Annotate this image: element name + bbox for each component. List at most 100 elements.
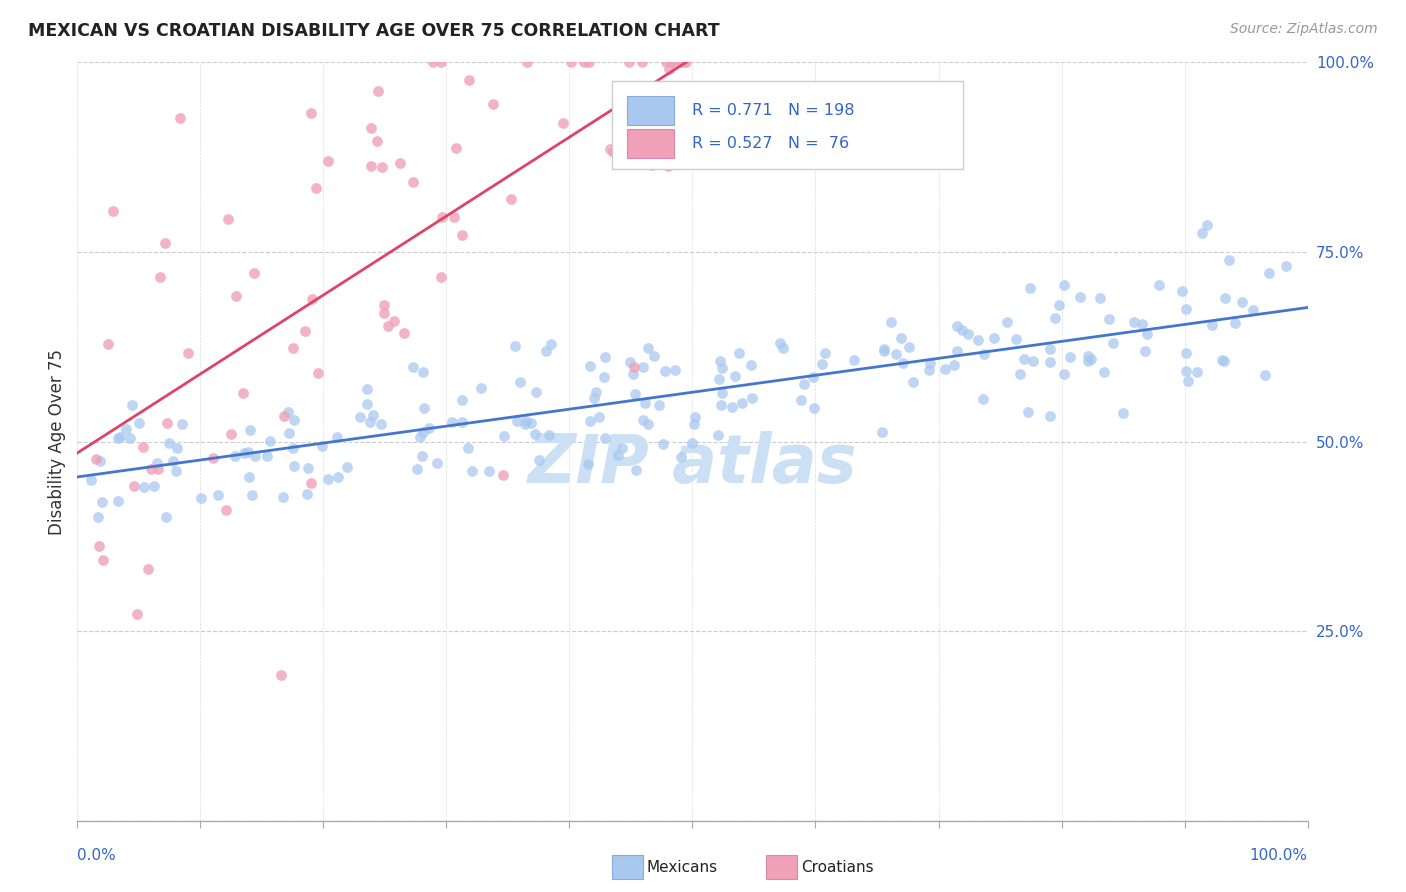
Point: [524, 426, 547, 441]
Point: [311, 439, 333, 453]
Point: [360, 159, 382, 173]
Point: [1123, 315, 1146, 329]
Point: [654, 364, 676, 378]
Point: [574, 55, 596, 70]
Point: [617, 55, 640, 70]
Point: [1019, 281, 1042, 295]
Point: [132, 480, 155, 494]
Point: [602, 145, 624, 159]
Point: [411, 450, 433, 464]
Point: [813, 345, 835, 359]
Point: [87, 510, 110, 524]
Point: [1211, 353, 1233, 368]
Point: [1201, 318, 1223, 332]
Point: [316, 472, 339, 486]
Point: [540, 336, 562, 351]
Point: [367, 84, 389, 98]
Point: [1174, 302, 1197, 317]
Point: [534, 344, 557, 359]
Point: [165, 464, 187, 478]
Point: [145, 456, 167, 470]
Point: [652, 437, 675, 451]
Point: [201, 451, 224, 466]
Point: [422, 55, 444, 70]
Point: [371, 161, 394, 175]
Point: [373, 298, 395, 312]
Point: [1171, 284, 1194, 298]
Point: [740, 358, 762, 372]
Point: [669, 55, 692, 70]
Point: [1088, 291, 1111, 305]
Point: [793, 376, 815, 391]
Point: [389, 156, 412, 170]
Point: [128, 417, 150, 431]
Point: [84, 452, 107, 467]
Point: [458, 72, 481, 87]
Point: [366, 134, 388, 148]
Point: [1039, 343, 1062, 357]
Point: [157, 436, 180, 450]
Point: [356, 396, 378, 410]
Point: [242, 266, 264, 280]
Point: [659, 55, 682, 70]
Point: [709, 372, 731, 386]
Point: [120, 431, 142, 445]
Point: [945, 319, 967, 334]
Point: [377, 318, 399, 333]
Point: [482, 97, 505, 112]
Point: [426, 457, 449, 471]
Point: [336, 460, 359, 475]
Point: [236, 444, 259, 458]
Point: [295, 486, 318, 500]
Point: [412, 365, 434, 379]
Point: [623, 386, 645, 401]
Point: [506, 414, 529, 428]
Point: [80, 473, 103, 487]
Point: [1047, 298, 1070, 312]
Point: [430, 55, 453, 70]
Point: [1241, 303, 1264, 318]
Point: [1092, 365, 1115, 379]
Point: [551, 115, 574, 129]
Point: [1059, 350, 1081, 364]
Point: [1223, 316, 1246, 330]
Point: [1077, 349, 1099, 363]
Point: [595, 431, 617, 445]
Point: [728, 345, 751, 359]
Point: [478, 464, 501, 478]
Point: [283, 458, 305, 473]
Point: [637, 342, 659, 356]
Point: [271, 490, 294, 504]
Point: [1149, 278, 1171, 293]
Point: [607, 449, 630, 463]
Point: [946, 344, 969, 359]
Point: [637, 417, 659, 431]
Point: [256, 450, 278, 464]
Point: [1135, 343, 1157, 358]
Point: [950, 323, 973, 337]
Point: [648, 398, 671, 412]
Point: [772, 341, 794, 355]
Point: [1005, 332, 1028, 346]
Point: [121, 399, 143, 413]
Point: [655, 55, 678, 70]
Point: [283, 413, 305, 427]
Point: [582, 391, 605, 405]
Point: [592, 370, 614, 384]
Point: [124, 478, 146, 492]
Point: [516, 55, 538, 70]
Point: [599, 142, 621, 156]
Point: [631, 359, 654, 374]
Point: [631, 413, 654, 427]
Point: [1174, 363, 1197, 377]
Point: [259, 434, 281, 448]
Point: [430, 269, 453, 284]
Point: [623, 360, 645, 375]
Point: [520, 416, 543, 430]
Point: [207, 488, 229, 502]
Point: [177, 346, 200, 360]
Point: [281, 341, 304, 355]
Point: [149, 269, 172, 284]
Point: [299, 475, 322, 490]
Point: [683, 410, 706, 425]
